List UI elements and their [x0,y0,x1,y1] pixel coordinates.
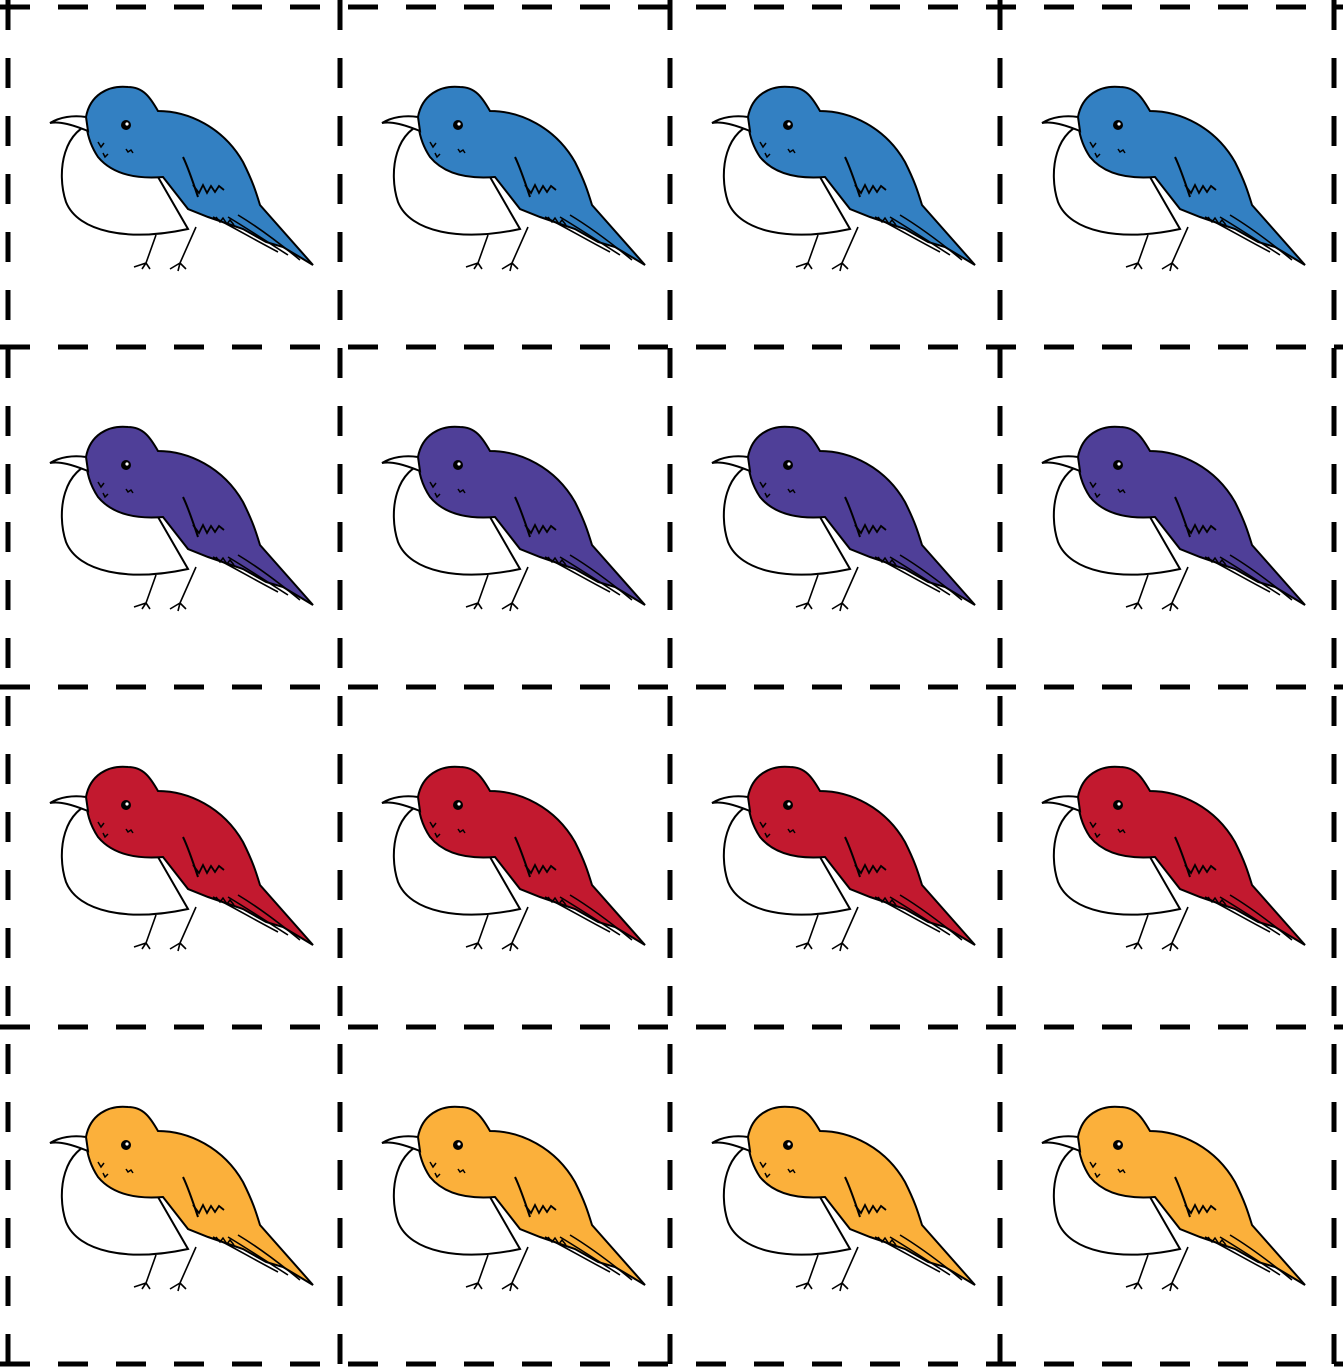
bird-card-red [1000,687,1330,1027]
bird-card-purple [670,347,1000,687]
bird-icon [381,1105,646,1292]
bird-icon [711,85,976,272]
bird-icon [49,85,314,272]
bird-card-yellow [8,1027,338,1367]
bird-card-blue [1000,7,1330,347]
bird-icon [49,425,314,612]
bird-icon [49,765,314,952]
bird-card-yellow [340,1027,670,1367]
bird-icon [1041,1105,1306,1292]
bird-card-blue [8,7,338,347]
bird-card-red [670,687,1000,1027]
bird-card-blue [670,7,1000,347]
bird-icon [381,425,646,612]
bird-card-yellow [1000,1027,1330,1367]
bird-icon [711,1105,976,1292]
bird-icon [381,765,646,952]
bird-card-blue [340,7,670,347]
bird-card-yellow [670,1027,1000,1367]
bird-icon [381,85,646,272]
bird-card-purple [1000,347,1330,687]
bird-card-purple [340,347,670,687]
bird-icon [1041,765,1306,952]
bird-card-red [8,687,338,1027]
bird-card-red [340,687,670,1027]
bird-icon [49,1105,314,1292]
bird-icon [1041,85,1306,272]
bird-card-purple [8,347,338,687]
bird-icon [711,765,976,952]
bird-icon [1041,425,1306,612]
bird-icon [711,425,976,612]
